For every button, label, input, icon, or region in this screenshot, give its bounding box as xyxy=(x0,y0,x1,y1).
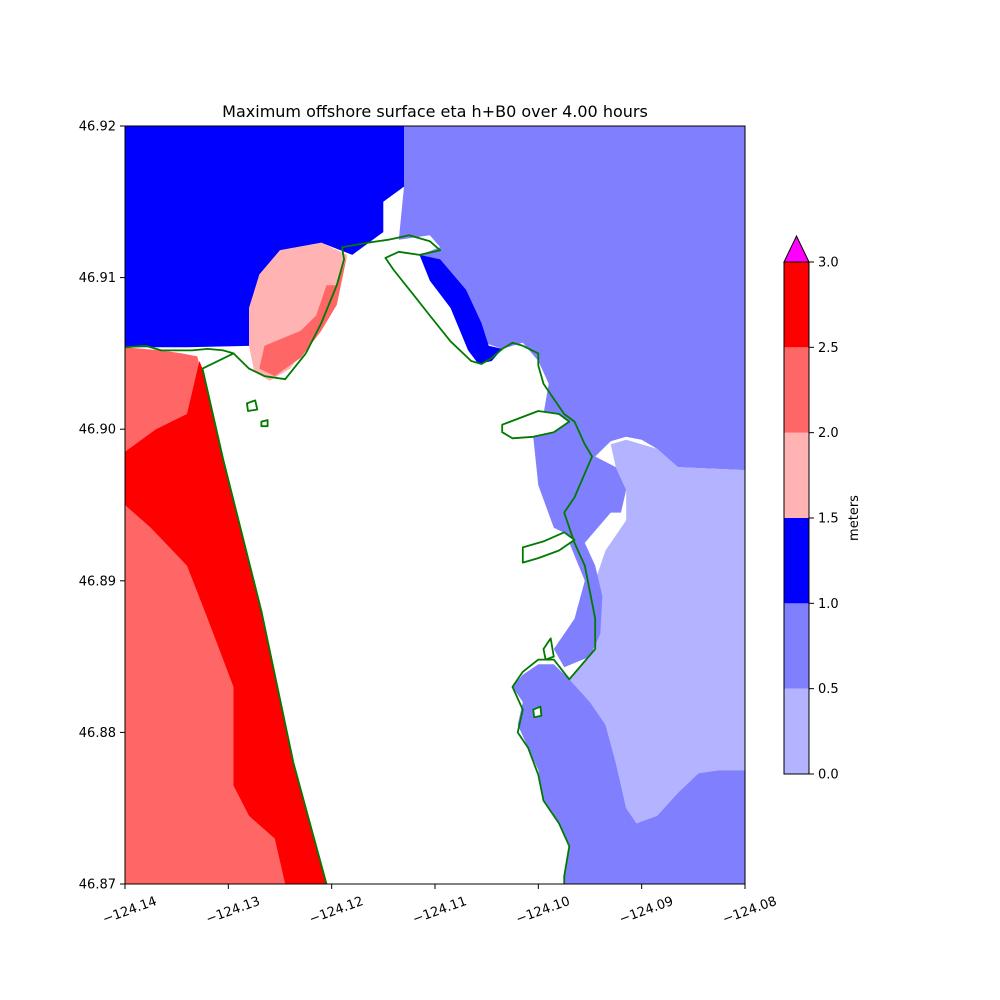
shoreline-islet-2 xyxy=(260,419,269,428)
colorbar-tick-label: 0.5 xyxy=(818,682,839,697)
colorbar-tick-label: 3.0 xyxy=(818,256,839,271)
x-tick-label: −124.10 xyxy=(514,894,572,927)
colorbar-bin xyxy=(784,432,809,518)
colorbar-tick-label: 1.5 xyxy=(818,512,839,527)
plot-area xyxy=(124,125,746,885)
x-tick-label: −124.13 xyxy=(204,894,262,927)
region-surf-zone-peak xyxy=(125,361,327,884)
colorbar-bin xyxy=(784,688,809,774)
chart-title: Maximum offshore surface eta h+B0 over 4… xyxy=(222,102,648,121)
x-tick-label: −124.14 xyxy=(101,894,159,927)
colorbar-tick-label: 2.5 xyxy=(818,341,839,356)
colorbar-tick-label: 1.0 xyxy=(818,597,839,612)
shoreline-islet-4 xyxy=(532,705,543,719)
y-tick-label: 46.88 xyxy=(79,726,116,741)
shoreline-outer-beach xyxy=(125,344,328,884)
x-tick-label: −124.11 xyxy=(411,894,469,927)
colorbar-bin xyxy=(784,518,809,604)
y-tick-label: 46.92 xyxy=(79,120,116,135)
region-bay-south xyxy=(512,664,745,884)
shoreline-islet-1 xyxy=(245,399,259,412)
y-tick-label: 46.87 xyxy=(79,878,116,893)
colorbar-extend-max xyxy=(783,234,810,263)
y-tick-label: 46.89 xyxy=(79,574,116,589)
region-bay-north-strip xyxy=(419,254,503,364)
y-axis: 46.87 46.88 46.89 46.90 46.91 46.92 xyxy=(79,120,125,893)
y-tick-label: 46.91 xyxy=(79,271,116,286)
x-tick-label: −124.12 xyxy=(307,894,365,927)
shoreline-channel-south-bank xyxy=(232,234,597,884)
colorbar-bin xyxy=(784,347,809,433)
region-bay-east xyxy=(398,126,745,543)
colorbar-label: meters xyxy=(847,495,862,541)
colorbar: 0.0 0.5 1.0 1.5 2.0 2.5 3.0 meters xyxy=(783,234,862,783)
region-bay-mid-ribbon xyxy=(553,509,603,668)
shoreline-island-upper xyxy=(501,410,571,440)
region-channel-inner xyxy=(259,254,348,377)
colorbar-bin xyxy=(784,262,809,348)
x-axis: −124.14 −124.13 −124.12 −124.11 −124.10 −124.… xyxy=(101,884,779,927)
colorbar-bin xyxy=(784,603,809,689)
shoreline-islet-3 xyxy=(542,637,555,661)
shoreline-island-lower xyxy=(521,531,576,564)
region-open-ocean-nw xyxy=(125,126,404,348)
x-tick-label: −124.08 xyxy=(721,894,779,927)
colorbar-tick-label: 0.0 xyxy=(818,768,839,783)
region-bay-east-shallow xyxy=(569,439,745,824)
colorbar-tick-label: 2.0 xyxy=(818,426,839,441)
y-tick-label: 46.90 xyxy=(79,423,116,438)
x-tick-label: −124.09 xyxy=(617,894,675,927)
